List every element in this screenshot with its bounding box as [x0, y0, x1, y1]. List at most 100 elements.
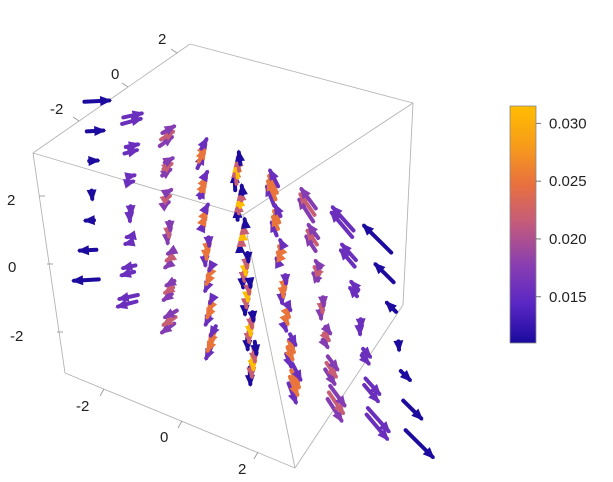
vector-arrow: [124, 172, 138, 183]
vector-arrow: [326, 390, 345, 416]
axis-tick: [177, 420, 183, 429]
tick-label-left-0: 0: [8, 259, 16, 276]
vector-arrow: [76, 245, 99, 256]
vector-arrow: [164, 219, 175, 233]
vector-arrow: [360, 346, 372, 359]
vector-arrow: [86, 188, 97, 202]
vector-arrow: [280, 273, 291, 287]
vector-arrow: [286, 381, 298, 406]
vector-arrow: [313, 258, 326, 272]
tick-label-top-neg2: -2: [50, 101, 63, 118]
vector-arrow: [325, 397, 344, 424]
box-edge: [64, 372, 296, 469]
colorbar-tick-label: 0.020: [549, 231, 587, 248]
vector-arrow: [398, 369, 412, 383]
vector-arrows: [71, 95, 435, 460]
plot-box: [32, 43, 414, 469]
box-edge: [402, 102, 414, 306]
vector-arrow: [362, 223, 394, 255]
axis-tick: [72, 116, 80, 122]
vector-arrow: [198, 169, 210, 183]
vector-arrow: [240, 216, 251, 230]
box-edge: [32, 152, 66, 374]
box-edge: [189, 43, 414, 104]
vector-arrow: [403, 428, 435, 460]
vector-arrow: [330, 205, 356, 233]
vector-arrow: [165, 244, 179, 256]
vector-arrow: [328, 384, 347, 408]
tick-label-bottom-2: 2: [238, 461, 246, 478]
vector-arrow: [120, 261, 138, 272]
vector-arrow: [118, 268, 137, 278]
vector-arrow: [199, 202, 210, 216]
vector-arrow: [285, 338, 296, 355]
vector-arrow: [325, 354, 340, 372]
vector-arrow: [290, 361, 303, 383]
vector-arrow: [317, 295, 328, 309]
vector-arrow: [348, 285, 360, 299]
vector-arrow: [235, 149, 245, 167]
vector-arrow: [162, 308, 179, 320]
vector-arrow: [162, 257, 176, 270]
vector-arrow: [281, 299, 293, 313]
vector-arrow: [159, 194, 173, 206]
vector-arrow: [82, 95, 113, 106]
vector-arrow: [278, 237, 289, 251]
colorbar-ticks: 0.015 0.020 0.025 0.030: [536, 115, 587, 306]
vector-arrow: [82, 215, 96, 226]
vector-arrow: [401, 398, 424, 421]
vector-arrow: [125, 204, 136, 218]
colorbar-gradient: [509, 105, 537, 344]
vector-arrow: [358, 353, 371, 366]
vector-arrow: [207, 259, 219, 273]
colorbar-tick-label: 0.025: [549, 173, 587, 190]
vector-arrow: [362, 383, 380, 404]
vector-arrow: [250, 339, 261, 357]
vector-arrow: [320, 323, 333, 336]
vector-arrow: [159, 321, 177, 335]
colorbar: 0.015 0.020 0.025 0.030: [509, 105, 587, 344]
vector-arrow: [305, 228, 319, 247]
tick-label-bottom-neg2: -2: [76, 398, 89, 415]
axis-bottom: -2 0 2: [76, 388, 259, 478]
vector-arrow: [164, 251, 178, 263]
vector-arrow: [247, 310, 258, 324]
vector-arrow: [364, 412, 390, 442]
vector-arrow: [164, 276, 177, 288]
vector-arrow: [160, 188, 174, 199]
vector-arrow: [384, 300, 398, 314]
vector-arrow: [278, 320, 289, 334]
axis-top: 2 0 -2: [50, 31, 178, 122]
vector-arrow: [340, 242, 358, 263]
vector-arrow: [203, 235, 214, 249]
colorbar-tick-label: 0.030: [549, 115, 587, 132]
vector-arrow: [123, 141, 141, 152]
vector-arrow: [162, 156, 176, 167]
vector-arrow: [283, 351, 294, 370]
axis-tick: [253, 451, 259, 460]
vector-arrow: [208, 324, 220, 339]
vector-arrow: [162, 283, 176, 295]
vector-arrow: [71, 275, 101, 286]
vector-arrow: [197, 136, 209, 151]
colorbar-tick-label: 0.015: [549, 289, 587, 306]
vector-arrow: [208, 292, 219, 306]
vector-arrow: [299, 186, 318, 211]
vector-arrow: [273, 202, 284, 218]
box-edge: [294, 304, 404, 469]
vector-arrow: [355, 317, 366, 331]
box-edge: [32, 152, 244, 216]
vector-arrow: [87, 156, 101, 167]
box-edge: [242, 102, 414, 216]
vector-arrow: [115, 299, 139, 309]
vector-arrow: [84, 126, 107, 136]
vector-arrow: [116, 292, 140, 302]
vector-arrow: [237, 182, 248, 196]
tick-label-bottom-0: 0: [160, 429, 168, 446]
vector-arrow: [323, 367, 337, 387]
vector-arrow: [280, 306, 291, 320]
box-edge: [32, 43, 191, 154]
box-edge: [242, 214, 296, 469]
axis-tick: [121, 82, 129, 88]
vector-arrow: [373, 262, 396, 285]
